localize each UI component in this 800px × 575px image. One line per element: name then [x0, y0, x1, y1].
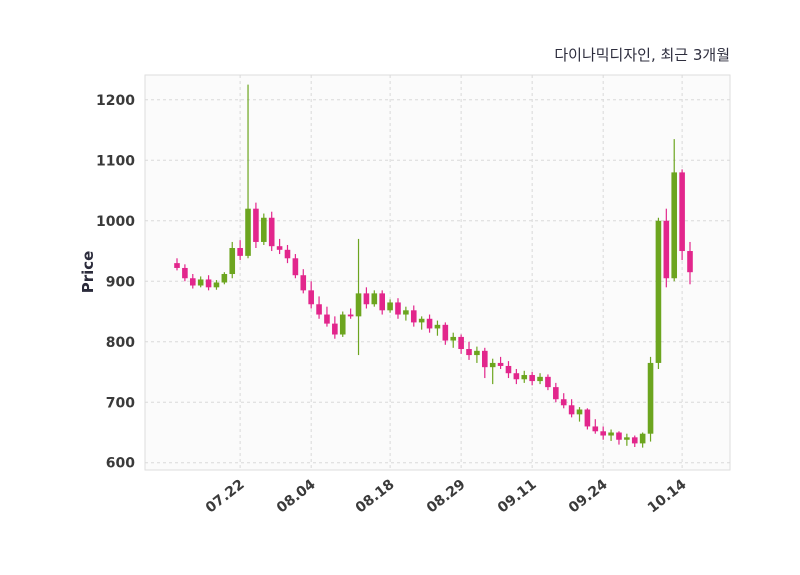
candle-body — [261, 217, 267, 242]
candle-body — [347, 314, 354, 317]
candle-body — [174, 263, 180, 268]
x-tick-label: 09.11 — [495, 477, 540, 517]
candle-body — [513, 373, 520, 380]
y-tick-label: 1000 — [96, 214, 135, 230]
candle-body — [363, 293, 370, 305]
candle-body — [679, 172, 685, 252]
candle-body — [268, 217, 275, 247]
candle-body — [474, 350, 480, 356]
candle-body — [205, 279, 212, 288]
candle-body — [403, 310, 409, 315]
candle-body — [339, 314, 346, 335]
chart-title: 다이나믹디자인, 최근 3개월 — [554, 46, 730, 64]
candle-body — [671, 172, 678, 279]
candle-body — [379, 293, 385, 311]
y-tick-label: 800 — [106, 335, 135, 351]
candle-body — [434, 324, 441, 329]
candle-body — [655, 220, 662, 363]
y-tick-label: 1200 — [96, 93, 135, 109]
candle-body — [466, 349, 472, 356]
plot-area — [144, 74, 731, 471]
candle-body — [647, 362, 654, 434]
y-tick-label: 900 — [106, 274, 135, 290]
candle-body — [395, 302, 401, 315]
candle-body — [418, 318, 425, 323]
candle-body — [592, 426, 599, 432]
x-tick-label: 10.14 — [645, 476, 690, 516]
y-axis-label: Price — [79, 250, 97, 294]
candle-body — [600, 431, 606, 436]
candle-body — [450, 336, 457, 341]
candle-body — [560, 399, 567, 406]
candle-body — [482, 350, 488, 368]
candle-body — [545, 376, 551, 388]
x-tick-label: 07.22 — [203, 477, 248, 517]
candle-body — [371, 293, 378, 305]
y-tick-label: 600 — [106, 456, 135, 472]
candle-body — [584, 409, 591, 427]
candle-body — [458, 336, 464, 350]
candle-body — [237, 248, 243, 256]
candle-body — [410, 310, 417, 323]
candle-body — [489, 362, 496, 368]
x-tick-label: 09.24 — [566, 476, 611, 516]
candle-body — [608, 432, 614, 436]
candle-body — [308, 290, 314, 305]
candle-body — [221, 274, 228, 283]
candle-body — [300, 275, 307, 291]
candle-body — [426, 318, 433, 329]
candle-body — [332, 323, 338, 335]
candle-body — [631, 437, 638, 444]
candle-body — [253, 208, 259, 242]
candle-body — [616, 432, 622, 440]
candle-body — [316, 304, 322, 315]
candle-body — [182, 267, 188, 279]
x-tick-label: 08.29 — [424, 477, 469, 517]
candle-body — [387, 302, 393, 311]
candle-body — [639, 433, 646, 444]
candle-body — [284, 249, 291, 259]
candle-body — [521, 375, 528, 380]
candle-body — [537, 376, 543, 382]
x-tick-label: 08.18 — [353, 477, 398, 517]
candle-body — [497, 362, 504, 366]
candle-body — [355, 293, 362, 317]
candle-body — [324, 314, 330, 324]
candle-body — [529, 375, 535, 382]
candle-body — [197, 279, 204, 286]
candle-body — [292, 258, 299, 276]
candle-body — [663, 220, 670, 279]
candle-body — [189, 278, 196, 286]
y-tick-label: 1100 — [96, 153, 135, 169]
candle-body — [229, 248, 236, 275]
x-tick-label: 08.04 — [274, 476, 319, 516]
candle-body — [276, 246, 283, 250]
candle-body — [505, 365, 512, 374]
candle-body — [213, 282, 220, 288]
candle-body — [624, 437, 630, 440]
candle-body — [568, 405, 575, 415]
candle-body — [245, 208, 251, 256]
candle-body — [687, 251, 693, 273]
candle-body — [442, 324, 449, 341]
candle-body — [553, 387, 559, 400]
y-tick-label: 700 — [106, 395, 135, 411]
candle-body — [576, 409, 583, 415]
